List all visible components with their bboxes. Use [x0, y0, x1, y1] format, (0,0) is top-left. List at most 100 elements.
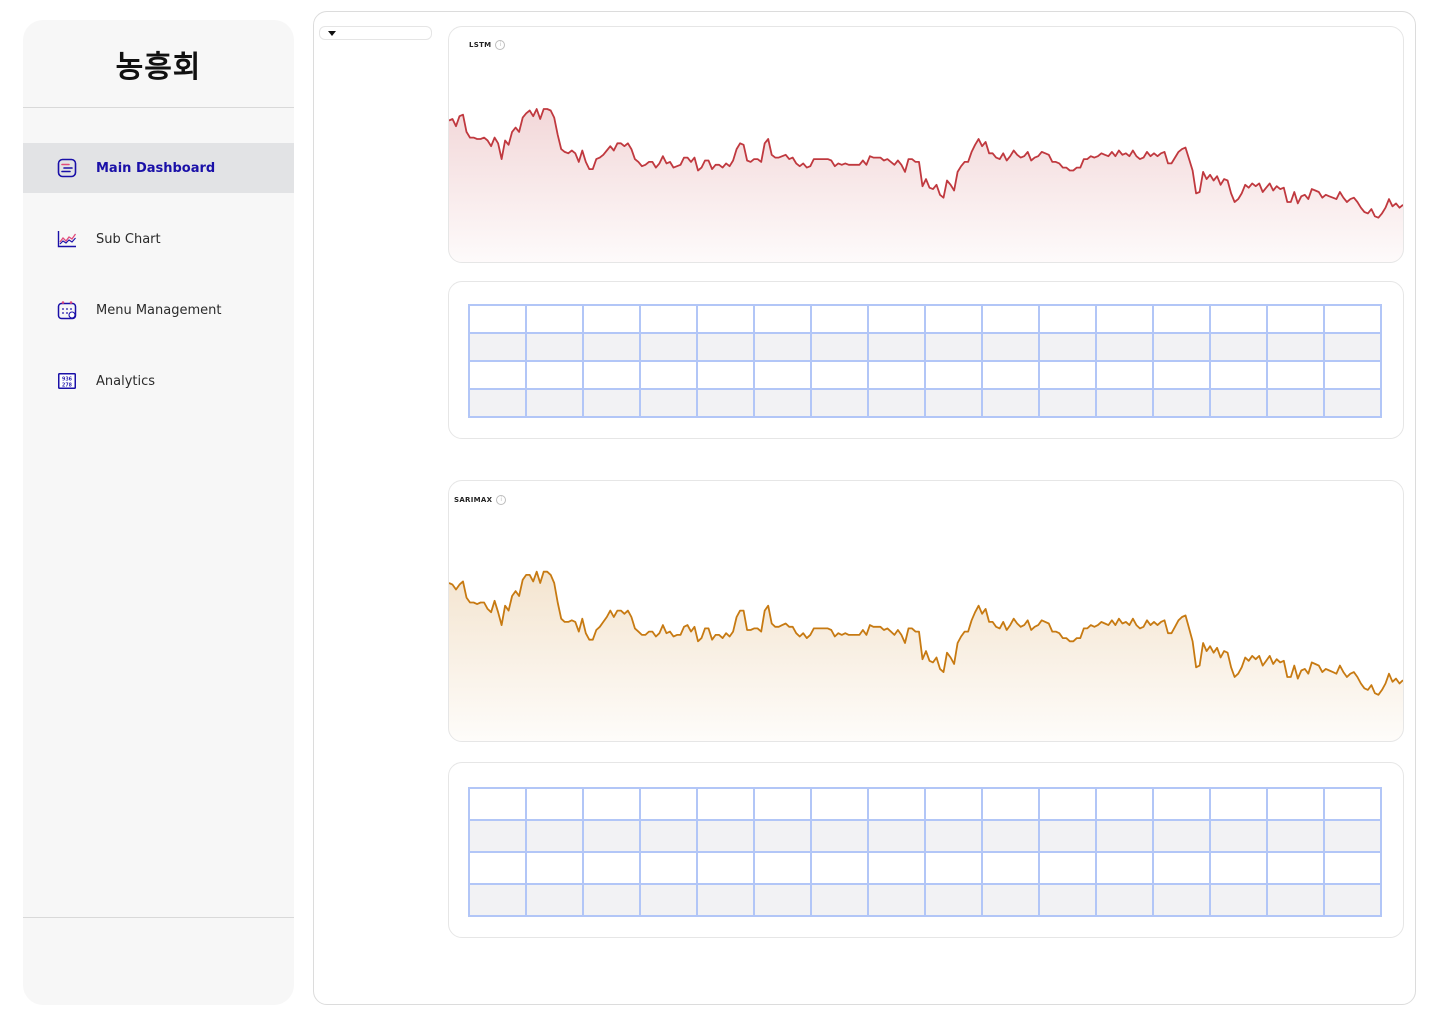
table-cell[interactable]	[753, 787, 812, 821]
table-cell[interactable]	[1323, 851, 1382, 885]
table-cell[interactable]	[1323, 883, 1382, 917]
table-cell[interactable]	[1209, 332, 1268, 362]
table-cell[interactable]	[810, 787, 869, 821]
table-cell[interactable]	[1266, 819, 1325, 853]
table-cell[interactable]	[867, 304, 926, 334]
table-cell[interactable]	[525, 819, 584, 853]
table-cell[interactable]	[639, 883, 698, 917]
table-cell[interactable]	[1095, 304, 1154, 334]
table-cell[interactable]	[981, 851, 1040, 885]
table-cell[interactable]	[753, 332, 812, 362]
table-cell[interactable]	[1038, 819, 1097, 853]
table-cell[interactable]	[1323, 304, 1382, 334]
table-cell[interactable]	[981, 819, 1040, 853]
table-cell[interactable]	[696, 787, 755, 821]
table-cell[interactable]	[924, 332, 983, 362]
sidebar-item-main-dashboard[interactable]: Main Dashboard	[23, 143, 294, 193]
table-cell[interactable]	[867, 360, 926, 390]
table-cell[interactable]	[1095, 388, 1154, 418]
table-cell[interactable]	[1152, 304, 1211, 334]
table-cell[interactable]	[639, 304, 698, 334]
table-cell[interactable]	[924, 883, 983, 917]
table-cell[interactable]	[525, 304, 584, 334]
table-cell[interactable]	[1266, 304, 1325, 334]
table-cell[interactable]	[1152, 883, 1211, 917]
table-cell[interactable]	[696, 851, 755, 885]
table-cell[interactable]	[867, 787, 926, 821]
table-cell[interactable]	[753, 360, 812, 390]
table-cell[interactable]	[468, 883, 527, 917]
table-cell[interactable]	[696, 304, 755, 334]
table-cell[interactable]	[696, 360, 755, 390]
table-cell[interactable]	[981, 360, 1040, 390]
table-cell[interactable]	[1266, 883, 1325, 917]
table-cell[interactable]	[582, 304, 641, 334]
table-cell[interactable]	[981, 304, 1040, 334]
table-cell[interactable]	[924, 388, 983, 418]
table-cell[interactable]	[696, 332, 755, 362]
table-cell[interactable]	[1209, 819, 1268, 853]
table-cell[interactable]	[1209, 388, 1268, 418]
table-cell[interactable]	[1038, 787, 1097, 821]
table-cell[interactable]	[468, 388, 527, 418]
table-cell[interactable]	[924, 360, 983, 390]
table-cell[interactable]	[1038, 304, 1097, 334]
table-cell[interactable]	[1095, 360, 1154, 390]
sidebar-item-menu-management[interactable]: Menu Management	[23, 285, 294, 335]
table-cell[interactable]	[810, 851, 869, 885]
table-cell[interactable]	[525, 787, 584, 821]
table-cell[interactable]	[639, 388, 698, 418]
table-cell[interactable]	[1038, 332, 1097, 362]
table-cell[interactable]	[468, 851, 527, 885]
table-cell[interactable]	[810, 360, 869, 390]
table-cell[interactable]	[1209, 304, 1268, 334]
table-cell[interactable]	[1266, 787, 1325, 821]
table-cell[interactable]	[810, 304, 869, 334]
table-cell[interactable]	[582, 332, 641, 362]
table-cell[interactable]	[1038, 360, 1097, 390]
table-cell[interactable]	[639, 819, 698, 853]
table-cell[interactable]	[867, 851, 926, 885]
sidebar-item-analytics[interactable]: 936 278 Analytics	[23, 356, 294, 406]
table-cell[interactable]	[582, 819, 641, 853]
table-cell[interactable]	[468, 360, 527, 390]
table-cell[interactable]	[753, 819, 812, 853]
table-cell[interactable]	[1323, 360, 1382, 390]
table-cell[interactable]	[1152, 819, 1211, 853]
table-cell[interactable]	[639, 360, 698, 390]
table-cell[interactable]	[525, 360, 584, 390]
table-cell[interactable]	[981, 388, 1040, 418]
table-cell[interactable]	[1209, 883, 1268, 917]
table-cell[interactable]	[1152, 851, 1211, 885]
table-cell[interactable]	[981, 787, 1040, 821]
table-cell[interactable]	[981, 332, 1040, 362]
table-cell[interactable]	[1152, 787, 1211, 821]
chart-series-line[interactable]	[449, 108, 1403, 219]
table-cell[interactable]	[1209, 787, 1268, 821]
table-cell[interactable]	[696, 819, 755, 853]
table-cell[interactable]	[582, 883, 641, 917]
table-cell[interactable]	[867, 388, 926, 418]
table-cell[interactable]	[1266, 332, 1325, 362]
table-cell[interactable]	[753, 883, 812, 917]
table-cell[interactable]	[639, 787, 698, 821]
table-cell[interactable]	[696, 883, 755, 917]
table-cell[interactable]	[924, 304, 983, 334]
table-cell[interactable]	[924, 819, 983, 853]
table-cell[interactable]	[525, 851, 584, 885]
table-cell[interactable]	[1266, 388, 1325, 418]
table-cell[interactable]	[468, 332, 527, 362]
chart-series-line[interactable]	[449, 570, 1403, 696]
brand-logo-text[interactable]: 농흥회	[115, 49, 202, 85]
table-cell[interactable]	[1038, 883, 1097, 917]
model-select-dropdown[interactable]	[319, 26, 432, 40]
table-cell[interactable]	[1095, 787, 1154, 821]
table-cell[interactable]	[924, 787, 983, 821]
table-cell[interactable]	[582, 360, 641, 390]
table-cell[interactable]	[696, 388, 755, 418]
table-cell[interactable]	[1095, 851, 1154, 885]
table-cell[interactable]	[753, 304, 812, 334]
table-cell[interactable]	[1266, 360, 1325, 390]
table-cell[interactable]	[582, 787, 641, 821]
table-cell[interactable]	[1095, 332, 1154, 362]
